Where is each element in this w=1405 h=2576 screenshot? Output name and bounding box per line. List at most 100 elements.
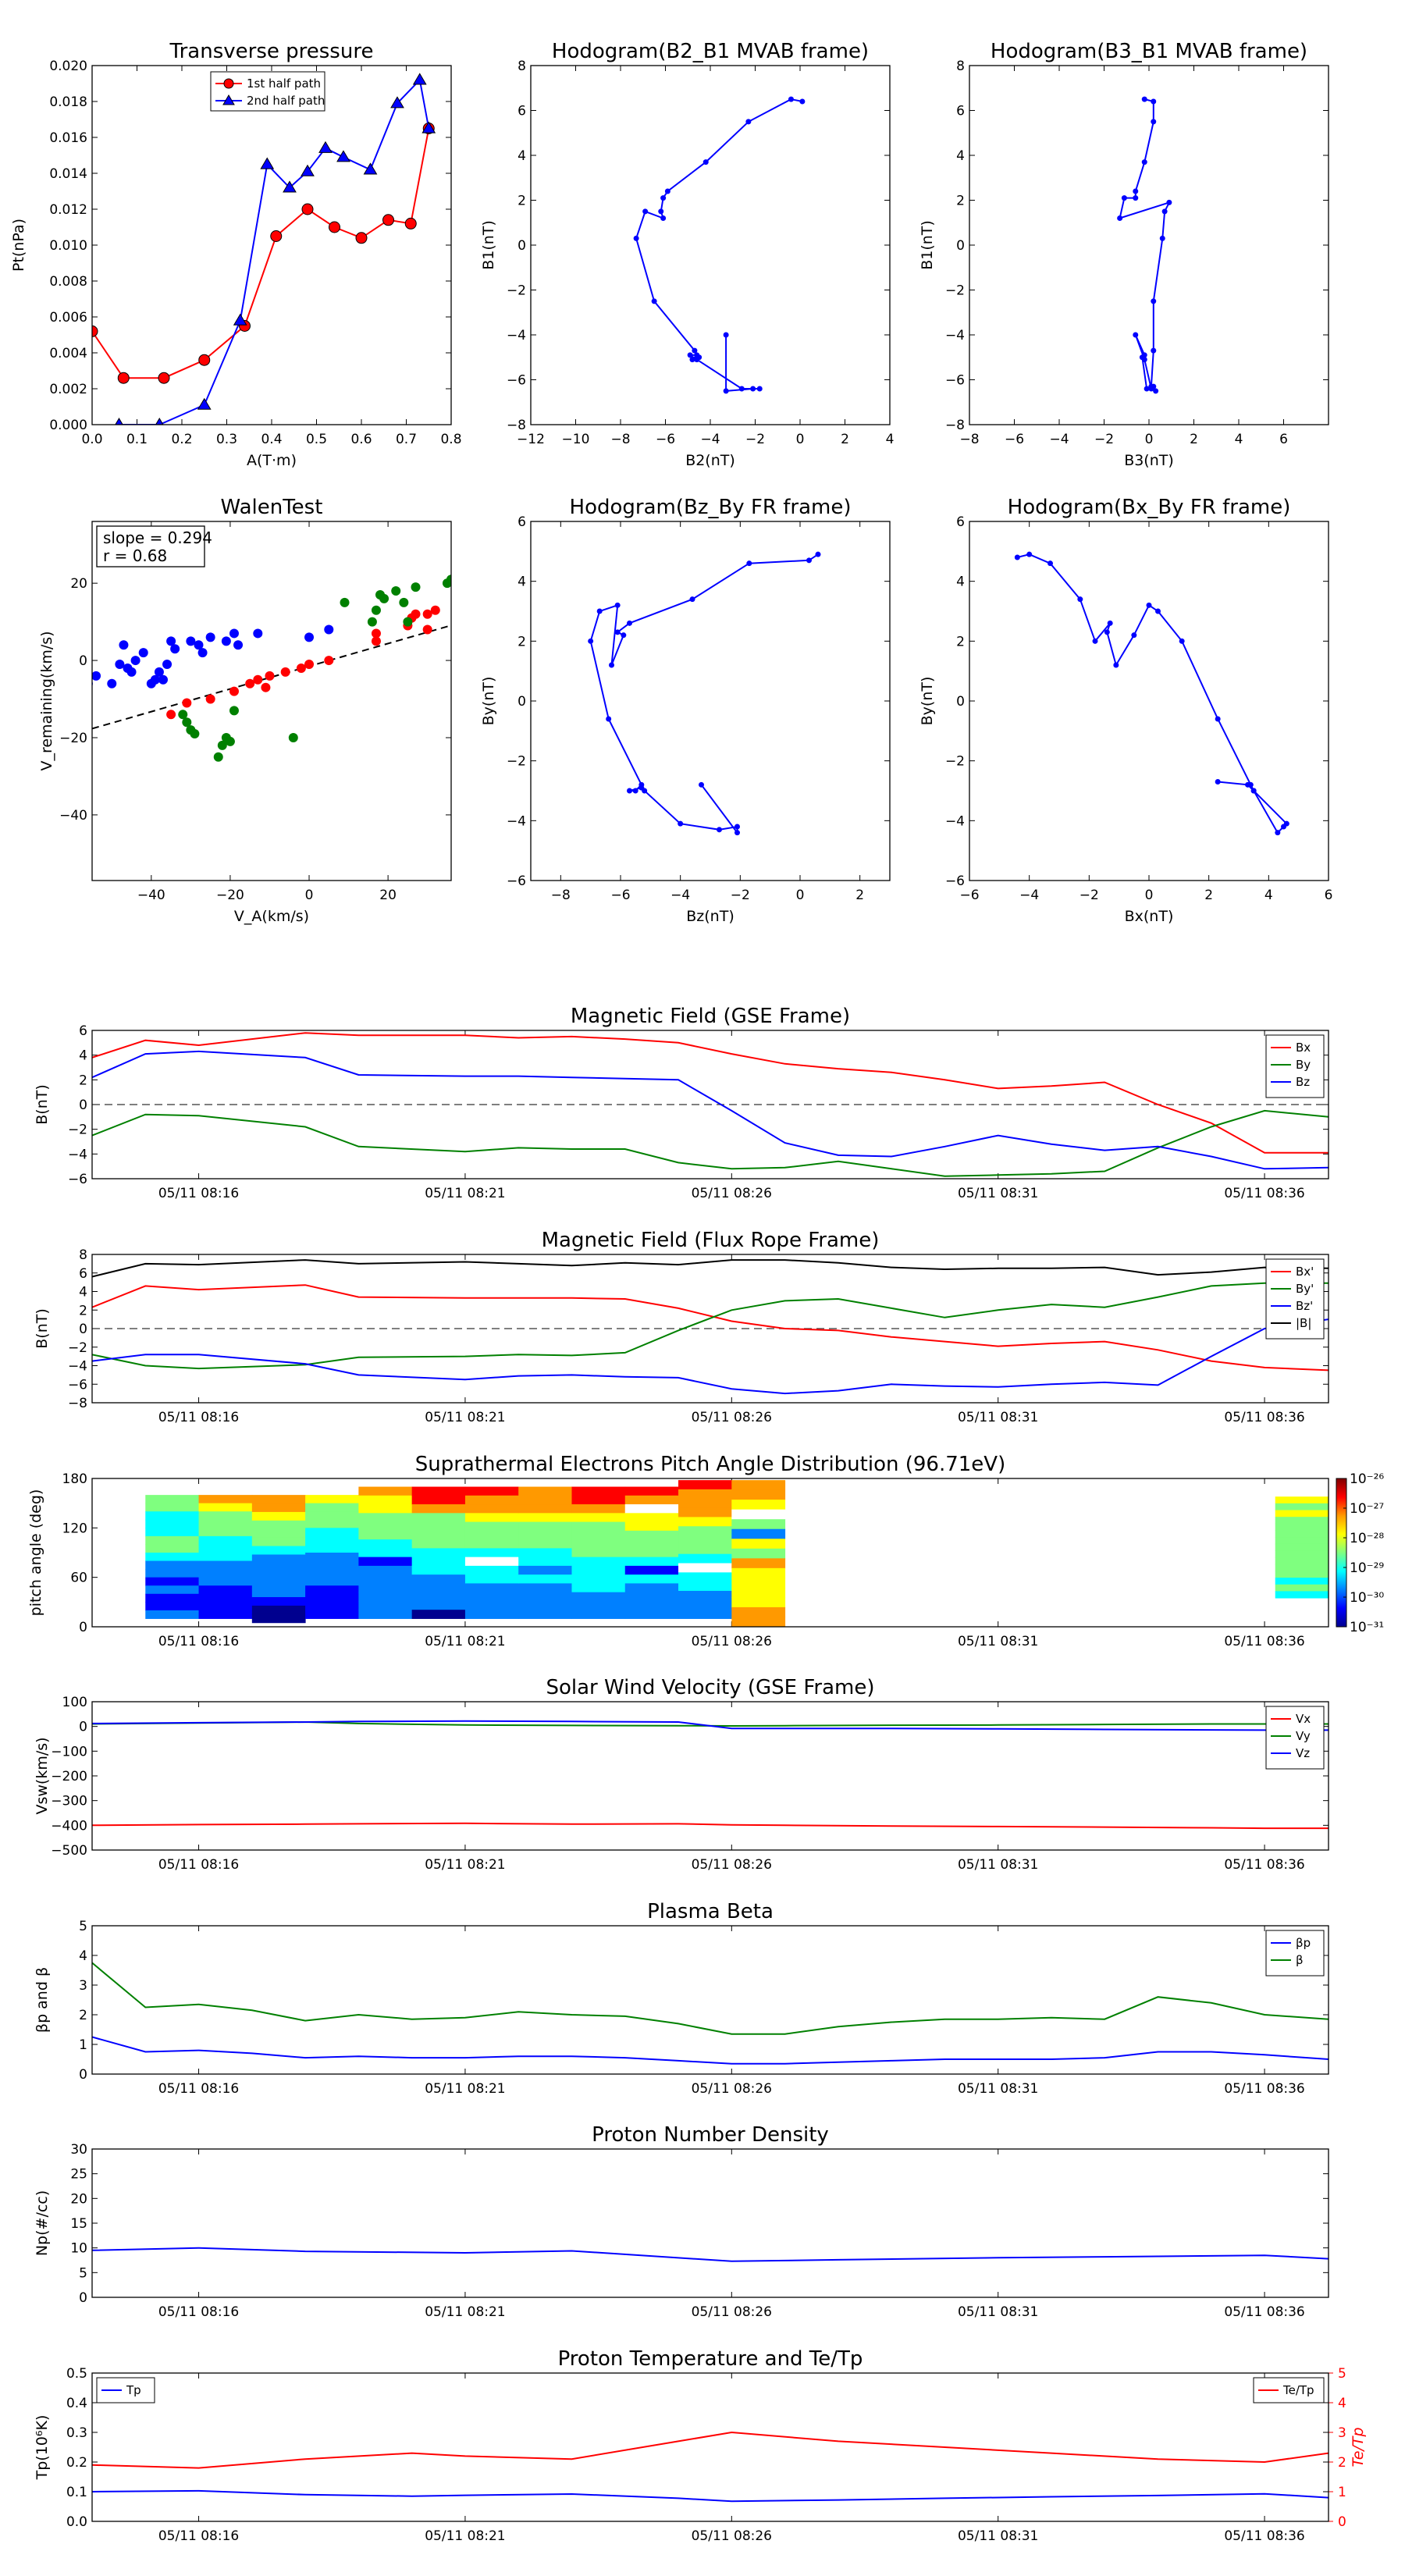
data-point <box>430 605 440 615</box>
heatmap-cell <box>411 1530 466 1540</box>
heatmap-cell <box>305 1585 359 1595</box>
y-axis-label: Tp(10⁶K) <box>34 2415 51 2481</box>
data-point <box>606 716 612 722</box>
data-point <box>205 632 215 642</box>
panel-vsw: Solar Wind Velocity (GSE Frame) −500 −400 −… <box>34 1676 1329 1873</box>
x-tick-label: 6 <box>1325 888 1333 903</box>
data-point <box>260 157 275 169</box>
heatmap-cell <box>624 1610 679 1619</box>
series-line-1 <box>92 2431 1329 2469</box>
heatmap-cell <box>464 1592 519 1602</box>
heatmap-cell <box>464 1504 519 1514</box>
x-tick-label: 05/11 08:31 <box>958 1410 1038 1425</box>
y-tick-label: −8 <box>68 1396 87 1411</box>
y-tick-label: 0.012 <box>49 202 87 218</box>
heatmap-cell <box>251 1520 306 1530</box>
y-axis-label: βp and β <box>34 1967 51 2033</box>
heatmap-cell <box>571 1495 626 1505</box>
data-point <box>1117 215 1123 221</box>
heatmap-cell <box>411 1548 466 1558</box>
x-tick-label: −12 <box>517 432 545 447</box>
legend: βp β <box>1265 1930 1325 1976</box>
y-axis-label: V_remaining(km/s) <box>38 631 55 770</box>
colorbar: 10⁻²⁶ 10⁻²⁷ 10⁻²⁸ 10⁻²⁹ 10⁻³⁰ 10⁻³¹ <box>1336 1471 1384 1635</box>
x-tick-label: 05/11 08:21 <box>425 1857 505 1873</box>
heatmap-cell <box>624 1565 679 1575</box>
y-tick-label: −8 <box>945 418 965 433</box>
data-point <box>1133 188 1139 194</box>
plot-frame <box>91 1478 1329 1628</box>
y-tick-label: 0.000 <box>49 418 87 433</box>
y-right-tick-label: 0 <box>1338 2514 1346 2530</box>
colorbar-tick-label: 10⁻²⁹ <box>1350 1560 1384 1576</box>
x-axis-label: B3(nT) <box>1124 452 1174 469</box>
series-line-0 <box>92 2489 1329 2503</box>
x-tick-label: 05/11 08:36 <box>1224 2081 1304 2097</box>
x-tick-label: −2 <box>1080 888 1099 903</box>
y-tick-label: 0.0 <box>66 2514 87 2530</box>
x-tick-label: 0 <box>796 888 805 903</box>
y-axis-label: Pt(nPa) <box>10 219 27 272</box>
panel-np: Proton Number Density 0 5 10 15 20 25 30 05/11 0… <box>34 2123 1329 2320</box>
data-point <box>367 617 377 627</box>
plot-frame <box>91 65 452 425</box>
x-tick-label: 0 <box>796 432 805 447</box>
x-tick-label: 05/11 08:31 <box>958 2304 1038 2320</box>
heatmap-cell <box>251 1614 306 1624</box>
y-tick-label: 0 <box>79 1720 87 1735</box>
y-tick-label: 0.4 <box>66 2396 87 2411</box>
x-tick-label: 05/11 08:31 <box>958 2081 1038 2097</box>
x-tick-label: 05/11 08:31 <box>958 1634 1038 1649</box>
heatmap-cell <box>624 1495 679 1505</box>
data-point <box>270 230 283 242</box>
data-point <box>229 628 239 639</box>
y-tick-label: 4 <box>79 1285 87 1300</box>
panel-walen: WalenTest −40 −20 0 20 −40 −20 0 20 V_A(km/s) V_re… <box>38 496 452 925</box>
data-point <box>92 325 98 337</box>
y-tick-label: 2 <box>518 194 526 209</box>
data-point <box>745 119 752 125</box>
heatmap-cell <box>571 1574 626 1584</box>
annotation-line: slope = 0.294 <box>103 528 212 547</box>
x-tick-label: 05/11 08:26 <box>692 1410 772 1425</box>
y-tick-label: 0.004 <box>49 346 87 361</box>
heatmap-cell <box>358 1521 413 1532</box>
data-point <box>197 648 208 658</box>
y-tick-label: −2 <box>68 1123 87 1138</box>
heatmap-cell <box>464 1495 519 1505</box>
legend-box <box>1265 1930 1325 1976</box>
x-tick-label: 05/11 08:31 <box>958 1857 1038 1873</box>
heatmap-cell <box>518 1610 572 1619</box>
data-point <box>1146 602 1152 608</box>
x-tick-label: 2 <box>1204 888 1213 903</box>
heatmap-cell <box>305 1511 359 1521</box>
heatmap-cell <box>358 1539 413 1549</box>
y-tick-label: 0.006 <box>49 310 87 326</box>
x-tick-label: 05/11 08:21 <box>425 1410 505 1425</box>
data-point <box>412 73 427 85</box>
heatmap-cell <box>1275 1503 1329 1511</box>
heatmap-cell <box>358 1486 413 1496</box>
heatmap-cell <box>358 1592 413 1602</box>
y-tick-label: 6 <box>79 1266 87 1282</box>
heatmap-cell <box>624 1521 679 1532</box>
heatmap-cell <box>305 1602 359 1611</box>
colorbar-tick-label: 10⁻²⁸ <box>1350 1531 1384 1546</box>
series-line-0 <box>635 98 803 392</box>
x-tick-label: 05/11 08:16 <box>158 2304 239 2320</box>
x-tick-label: 20 <box>379 888 397 903</box>
y-tick-label: 8 <box>956 59 965 74</box>
data-point <box>1141 357 1147 363</box>
y-tick-label: 0.010 <box>49 238 87 254</box>
heatmap-cell <box>464 1530 519 1540</box>
x-tick-label: 0.5 <box>306 432 327 447</box>
x-tick-label: 0.0 <box>81 432 102 447</box>
heatmap-cell <box>251 1511 306 1521</box>
heatmap-cell <box>678 1535 732 1546</box>
plot-frame <box>91 1254 1329 1404</box>
x-tick-label: 05/11 08:36 <box>1224 1634 1304 1649</box>
legend-label: βp <box>1296 1936 1311 1950</box>
legend-box <box>210 71 325 112</box>
y-tick-label: −4 <box>945 328 965 343</box>
x-tick-label: −8 <box>959 432 979 447</box>
